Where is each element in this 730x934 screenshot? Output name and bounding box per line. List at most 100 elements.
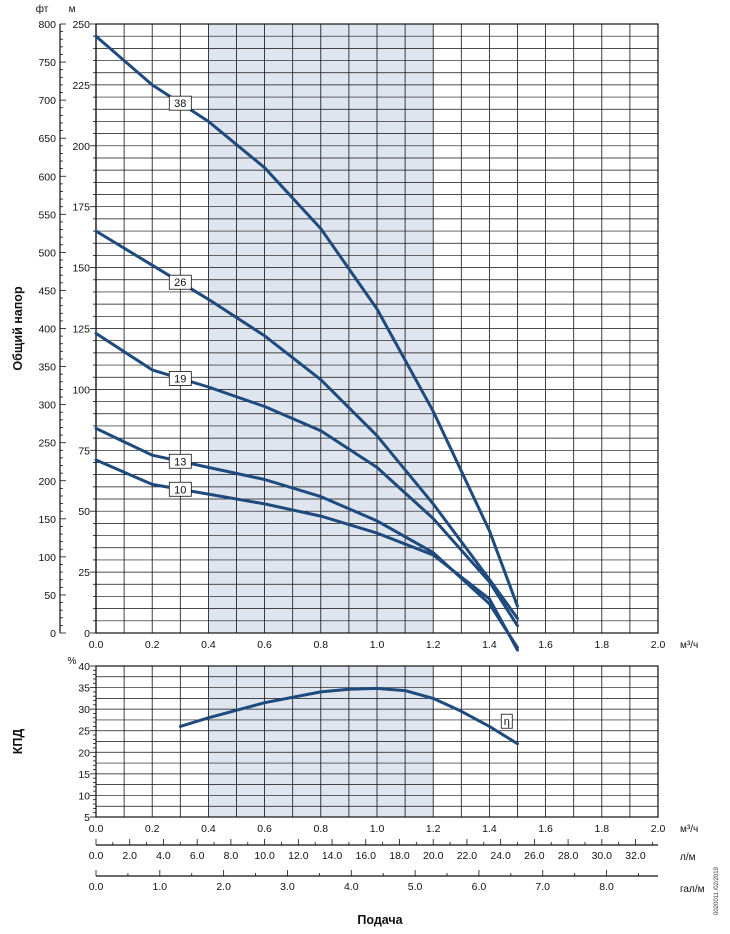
tick-label: 6.0 xyxy=(190,850,205,862)
tick-label: 3.0 xyxy=(280,881,295,893)
curve-label-box xyxy=(168,453,192,469)
y-ft-tick-label: 350 xyxy=(38,362,56,374)
y-m-tick-label: 250 xyxy=(72,19,90,31)
curve-label-box xyxy=(168,95,192,111)
y-ft-unit: фт xyxy=(36,3,49,15)
curve-label-box xyxy=(500,713,513,729)
y-eff-tick-label: 20 xyxy=(78,747,90,759)
tick-label: 32.0 xyxy=(625,850,646,862)
y-ft-tick-label: 700 xyxy=(38,95,56,107)
y-m-unit: м xyxy=(69,4,76,15)
lpm-axis: 0.0 2.0 4.0 6.0 8.0 10.0 12.0 14.0 16.0 18.0 20.0 2… xyxy=(89,839,696,863)
x-tick-label: 1.2 xyxy=(426,823,441,835)
x-tick-label: 1.6 xyxy=(538,639,553,651)
curve-label-box xyxy=(168,371,192,386)
y-eff-tick-label: 15 xyxy=(78,769,90,781)
x-tick-label: 0.0 xyxy=(89,823,104,835)
x-tick-label: 1.8 xyxy=(594,823,609,835)
x-tick-label: 1.4 xyxy=(482,639,497,651)
y-eff-tick-label: 5 xyxy=(84,812,90,824)
y-ft-tick-label: 50 xyxy=(44,590,56,602)
y-ft-tick-label: 200 xyxy=(38,476,56,488)
x-axis-title: Подача xyxy=(357,913,403,927)
y-eff-tick-label: 40 xyxy=(78,661,90,673)
y-eff-unit: % xyxy=(68,656,77,667)
tick-label: 24.0 xyxy=(490,850,511,862)
tick-label: 4.0 xyxy=(156,850,171,862)
tick-label: 2.0 xyxy=(122,850,137,862)
curve-label-box xyxy=(168,481,192,497)
y-m-tick-label: 0 xyxy=(84,628,90,640)
tick-label: 5.0 xyxy=(408,881,423,893)
y-m-tick-label: 25 xyxy=(78,567,90,579)
x-tick-label: 2.0 xyxy=(651,639,666,651)
y-m-tick-label: 200 xyxy=(72,141,90,153)
y-m-tick-label: 125 xyxy=(72,324,90,336)
tick-label: 26.0 xyxy=(524,850,545,862)
tick-label: 22.0 xyxy=(457,850,478,862)
x-tick-label: 0.4 xyxy=(201,639,216,651)
curve-label: 26 xyxy=(174,277,186,289)
tick-label: 30.0 xyxy=(592,850,613,862)
head-curve-panel: 0 25 50 75 100 125 150 175 200 225 250 0 50 100 150 200… xyxy=(11,3,698,652)
gpm-axis: 0.0 1.0 2.0 3.0 4.0 5.0 6.0 7.0 8.0 гал/м xyxy=(89,870,705,895)
y-m-tick-label: 50 xyxy=(78,506,90,518)
y-ft-tick-label: 0 xyxy=(50,628,56,640)
y-ft-tick-label: 250 xyxy=(38,438,56,450)
eff-axis-title: КПД xyxy=(11,729,25,755)
x-tick-label: 1.8 xyxy=(594,639,609,651)
y-ft-tick-label: 150 xyxy=(38,514,56,526)
tick-label: 8.0 xyxy=(599,881,614,893)
y-ft-tick-label: 100 xyxy=(38,552,56,564)
curve-label: 38 xyxy=(174,98,186,110)
tick-label: 0.0 xyxy=(89,850,104,862)
y-axis-title: Общий напор xyxy=(11,286,25,371)
y-eff-tick-label: 30 xyxy=(78,704,90,716)
x-tick-label: 0.4 xyxy=(201,823,216,835)
y-eff-tick-label: 35 xyxy=(78,683,90,695)
tick-label: 7.0 xyxy=(535,881,550,893)
tick-label: 16.0 xyxy=(356,850,377,862)
tick-label: 12.0 xyxy=(288,850,309,862)
x-tick-label: 1.4 xyxy=(482,823,497,835)
x-unit-label: м³/ч xyxy=(680,640,698,651)
unit-label: л/м xyxy=(680,852,696,863)
x-tick-label: 0.2 xyxy=(145,639,160,651)
y-ft-tick-label: 650 xyxy=(38,133,56,145)
x-tick-label: 1.0 xyxy=(370,639,385,651)
tick-label: 18.0 xyxy=(389,850,410,862)
plot-frame xyxy=(95,665,659,818)
x-tick-label: 0.6 xyxy=(257,823,272,835)
tick-label: 20.0 xyxy=(423,850,444,862)
tick-label: 8.0 xyxy=(224,850,239,862)
y-ft-tick-label: 400 xyxy=(38,324,56,336)
tick-label: 2.0 xyxy=(216,881,231,893)
y-ft-tick-label: 550 xyxy=(38,209,56,221)
efficiency-panel: 5 10 15 20 25 30 35 40% КПД 0.0 0.2 0.4 0.6 0.8 1.0 1.2… xyxy=(11,656,698,835)
tick-label: 0.0 xyxy=(89,881,104,893)
x-tick-label: 1.2 xyxy=(426,639,441,651)
tick-label: 4.0 xyxy=(344,881,359,893)
x-tick-label: 1.6 xyxy=(538,823,553,835)
x-tick-label: 0.8 xyxy=(313,639,328,651)
y-ft-tick-label: 750 xyxy=(38,57,56,69)
unit-label: гал/м xyxy=(680,884,705,895)
efficiency-curve xyxy=(178,686,519,746)
y-ft-tick-label: 800 xyxy=(38,19,56,31)
x-tick-label: 0.2 xyxy=(145,823,160,835)
tick-label: 1.0 xyxy=(153,881,168,893)
y-ft-tick-label: 600 xyxy=(38,171,56,183)
y-m-tick-label: 75 xyxy=(78,445,90,457)
y-eff-tick-label: 10 xyxy=(78,790,90,802)
y-eff-tick-label: 25 xyxy=(78,726,90,738)
curve-label: η xyxy=(504,716,510,728)
y-m-tick-label: 175 xyxy=(72,202,90,214)
x-tick-label: 1.0 xyxy=(370,823,385,835)
curve-label-box xyxy=(168,274,192,290)
curve-label: 10 xyxy=(174,484,186,496)
x-tick-label: 2.0 xyxy=(651,823,666,835)
y-ft-tick-label: 300 xyxy=(38,400,56,412)
curve-label: 19 xyxy=(174,373,186,385)
x-tick-label: 0.0 xyxy=(89,639,104,651)
